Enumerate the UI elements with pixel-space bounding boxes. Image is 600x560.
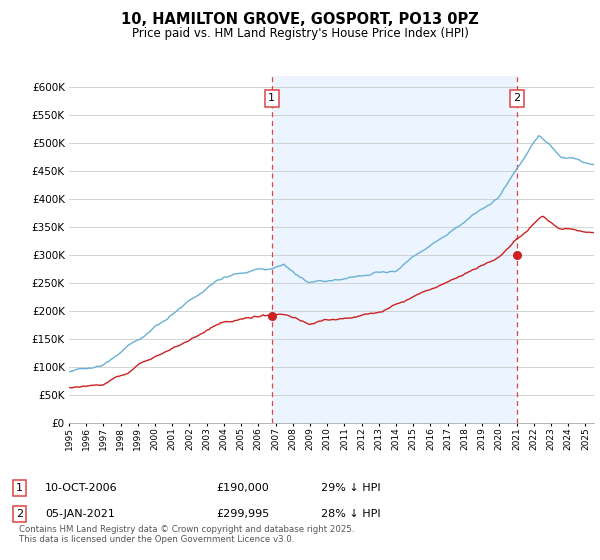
Text: 1: 1 [16,483,23,493]
Text: 1: 1 [268,93,275,103]
Text: 10-OCT-2006: 10-OCT-2006 [45,483,118,493]
Text: Price paid vs. HM Land Registry's House Price Index (HPI): Price paid vs. HM Land Registry's House … [131,27,469,40]
Text: 29% ↓ HPI: 29% ↓ HPI [321,483,380,493]
Text: 2: 2 [513,93,520,103]
Text: 05-JAN-2021: 05-JAN-2021 [45,509,115,519]
Text: £190,000: £190,000 [216,483,269,493]
Text: 28% ↓ HPI: 28% ↓ HPI [321,509,380,519]
Bar [272,76,517,423]
Text: 2: 2 [16,509,23,519]
Text: £299,995: £299,995 [216,509,269,519]
Text: 10, HAMILTON GROVE, GOSPORT, PO13 0PZ: 10, HAMILTON GROVE, GOSPORT, PO13 0PZ [121,12,479,27]
Text: Contains HM Land Registry data © Crown copyright and database right 2025.
This d: Contains HM Land Registry data © Crown c… [19,525,355,544]
